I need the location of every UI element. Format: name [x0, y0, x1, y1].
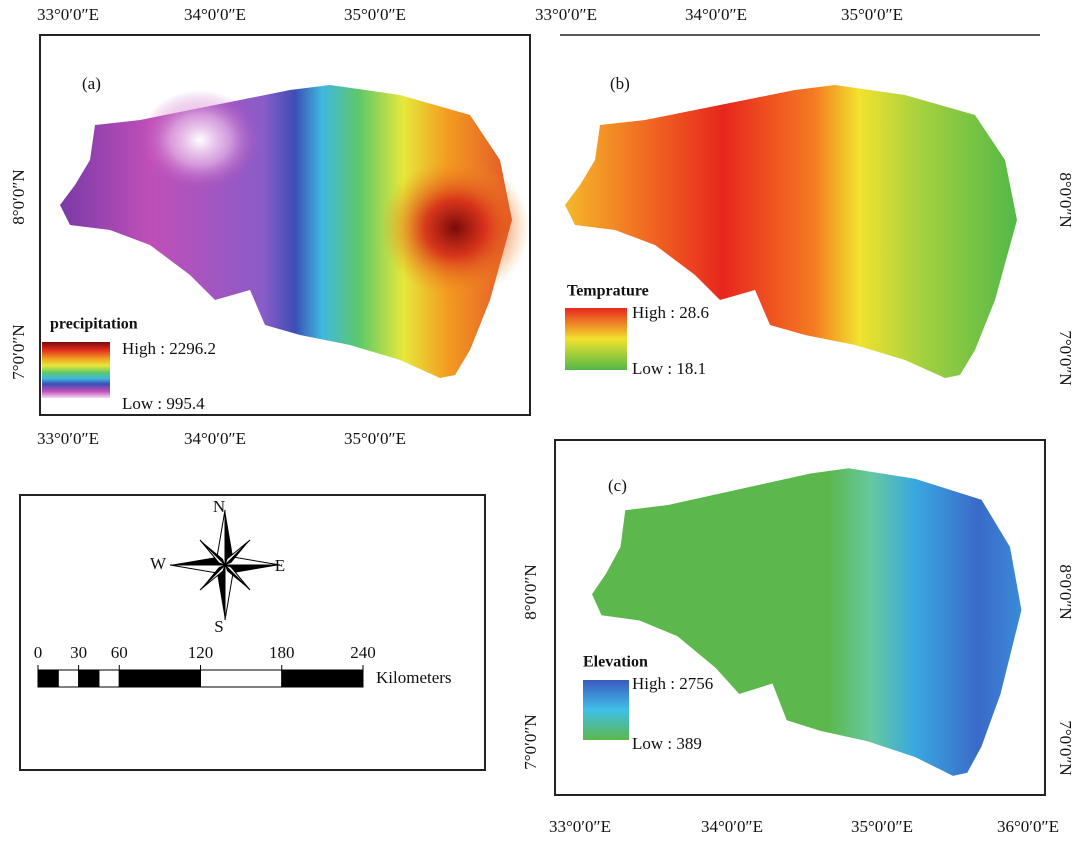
- axis-label: 8°0′0″N: [1056, 564, 1075, 619]
- map-area: [380, 158, 530, 298]
- axis-label: 33°0′0″E: [549, 817, 611, 836]
- scale-segment: [119, 670, 200, 687]
- axis-label: 34°0′0″E: [701, 817, 763, 836]
- axis-label: 8°0′0″N: [521, 564, 540, 619]
- axis-label: 34°0′0″E: [184, 429, 246, 448]
- panel-label: (b): [610, 74, 630, 93]
- scale-tick-label: 0: [34, 643, 43, 662]
- panel-b: (b) Temprature High : 28.6 Low : 18.1 33…: [535, 5, 1075, 386]
- legend-ramp: [583, 680, 629, 740]
- axis-label: 33°0′0″E: [37, 429, 99, 448]
- compass-south: S: [214, 617, 223, 636]
- legend-high: High : 28.6: [632, 303, 709, 322]
- axis-label: 8°0′0″N: [1056, 172, 1075, 227]
- compass-west: W: [150, 554, 167, 573]
- axis-label: 34°0′0″E: [685, 5, 747, 24]
- legend-high: High : 2756: [632, 674, 713, 693]
- axis-label: 7°0′0″N: [1056, 330, 1075, 385]
- axis-label: 35°0′0″E: [851, 817, 913, 836]
- scale-tick-label: 30: [70, 643, 87, 662]
- frame: [20, 495, 485, 770]
- figure: (a) precipitation High : 2296.2 Low : 99…: [0, 0, 1082, 843]
- axis-label: 34°0′0″E: [184, 5, 246, 24]
- scale-segment: [282, 670, 363, 687]
- axis-label: 33°0′0″E: [535, 5, 597, 24]
- axis-label: 35°0′0″E: [344, 5, 406, 24]
- scale-tick-label: 120: [188, 643, 214, 662]
- map-area: [592, 468, 1021, 776]
- compass-north: N: [213, 497, 225, 516]
- legend-high: High : 2296.2: [122, 339, 216, 358]
- scale-segment: [79, 670, 99, 687]
- scale-segment: [38, 670, 58, 687]
- map-area: [140, 90, 260, 190]
- panel-label: (a): [82, 74, 101, 93]
- legend-low: Low : 995.4: [122, 394, 205, 413]
- panel-label: (c): [608, 476, 627, 495]
- scale-tick-label: 180: [269, 643, 295, 662]
- legend-title: precipitation: [50, 316, 138, 333]
- panel-a: (a) precipitation High : 2296.2 Low : 99…: [9, 5, 530, 448]
- legend-ramp: [42, 342, 110, 398]
- scale-segment: [99, 670, 119, 687]
- legend-title: Elevation: [583, 654, 648, 671]
- legend-low: Low : 18.1: [632, 359, 706, 378]
- scale-tick-label: 240: [350, 643, 376, 662]
- legend-title: Temprature: [567, 283, 649, 300]
- compass-rose: [170, 510, 280, 620]
- scale-unit: Kilometers: [376, 668, 452, 687]
- scale-segment: [58, 670, 78, 687]
- axis-label: 35°0′0″E: [841, 5, 903, 24]
- axis-label: 7°0′0″N: [9, 324, 28, 379]
- compass-east: E: [275, 556, 285, 575]
- scale-tick-label: 60: [111, 643, 128, 662]
- scale-segment: [201, 670, 282, 687]
- axis-label: 7°0′0″N: [1056, 720, 1075, 775]
- axis-label: 35°0′0″E: [344, 429, 406, 448]
- legend-low: Low : 389: [632, 734, 702, 753]
- panel-c: (c) Elevation High : 2756 Low : 389 33°0…: [521, 440, 1075, 836]
- axis-label: 36°0′0″E: [997, 817, 1059, 836]
- map-area: [565, 85, 1017, 378]
- axis-label: 33°0′0″E: [37, 5, 99, 24]
- axis-label: 8°0′0″N: [9, 169, 28, 224]
- axis-label: 7°0′0″N: [521, 714, 540, 769]
- scale-box: N W E S Kilometers 0 30 60 120 180 240: [20, 495, 485, 770]
- legend-ramp: [565, 308, 627, 370]
